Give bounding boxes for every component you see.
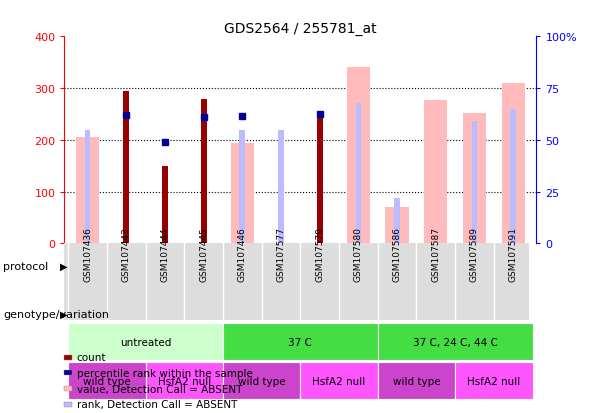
Text: genotype/variation: genotype/variation	[3, 309, 109, 319]
Bar	[68, 323, 223, 361]
Bar	[347, 68, 370, 244]
Text: GSM107580: GSM107580	[354, 226, 363, 281]
Text: GSM107444: GSM107444	[161, 227, 169, 281]
Bar	[230, 144, 254, 244]
Bar	[278, 130, 284, 244]
Text: untreated: untreated	[120, 337, 171, 347]
Text: value, Detection Call = ABSENT: value, Detection Call = ABSENT	[77, 384, 242, 394]
Bar	[76, 138, 99, 244]
Bar	[146, 362, 223, 399]
Text: GSM107445: GSM107445	[199, 226, 208, 281]
Bar	[68, 362, 146, 399]
Text: rank, Detection Call = ABSENT: rank, Detection Call = ABSENT	[77, 399, 237, 409]
Bar	[223, 362, 300, 399]
Bar	[64, 244, 528, 320]
Bar	[510, 109, 516, 244]
Bar	[386, 207, 409, 244]
Bar	[200, 100, 207, 244]
Text: GSM107589: GSM107589	[470, 226, 479, 281]
Bar	[378, 362, 455, 399]
Text: 37 C: 37 C	[289, 337, 312, 347]
Bar	[394, 198, 400, 244]
Bar	[463, 114, 486, 244]
Text: GSM107591: GSM107591	[509, 226, 517, 281]
Text: wild type: wild type	[238, 376, 286, 386]
Bar	[424, 101, 447, 244]
Bar	[85, 130, 91, 244]
Text: GSM107587: GSM107587	[432, 226, 440, 281]
Text: HsfA2 null: HsfA2 null	[313, 376, 366, 386]
Text: protocol: protocol	[3, 261, 48, 271]
Bar	[162, 166, 168, 244]
Text: HsfA2 null: HsfA2 null	[467, 376, 520, 386]
Text: ▶: ▶	[60, 261, 67, 271]
Text: GSM107436: GSM107436	[83, 226, 92, 281]
Text: HsfA2 null: HsfA2 null	[158, 376, 211, 386]
Bar	[356, 103, 361, 244]
Bar	[378, 323, 533, 361]
Text: count: count	[77, 352, 106, 362]
Bar	[223, 323, 378, 361]
Text: 37 C, 24 C, 44 C: 37 C, 24 C, 44 C	[413, 337, 498, 347]
Text: wild type: wild type	[83, 376, 131, 386]
Text: GSM107579: GSM107579	[315, 226, 324, 281]
Text: GSM107443: GSM107443	[122, 226, 131, 281]
Text: percentile rank within the sample: percentile rank within the sample	[77, 368, 253, 378]
Title: GDS2564 / 255781_at: GDS2564 / 255781_at	[224, 22, 376, 36]
Bar	[300, 362, 378, 399]
Text: GSM107586: GSM107586	[392, 226, 402, 281]
Text: GSM107577: GSM107577	[276, 226, 286, 281]
Text: GSM107446: GSM107446	[238, 226, 247, 281]
Text: wild type: wild type	[392, 376, 440, 386]
Bar	[471, 122, 478, 244]
Bar	[123, 91, 129, 244]
Text: ▶: ▶	[60, 309, 67, 319]
Bar	[240, 130, 245, 244]
Bar	[501, 84, 525, 244]
Bar	[317, 114, 322, 244]
Bar	[455, 362, 533, 399]
